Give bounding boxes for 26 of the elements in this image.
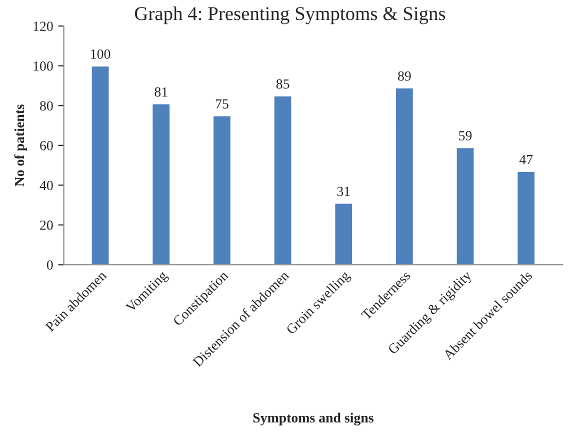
y-tick-label: 80 <box>40 101 53 111</box>
bar <box>516 170 536 265</box>
bar <box>151 102 171 265</box>
bar <box>272 94 293 265</box>
y-axis-title: No of patients <box>14 104 27 186</box>
data-label: 85 <box>276 79 290 89</box>
y-tick-label: 100 <box>34 61 53 71</box>
chart-title: Graph 4: Presenting Symptoms & Signs <box>134 6 446 24</box>
y-tick-label: 40 <box>40 180 53 190</box>
data-label: 89 <box>398 71 411 81</box>
bar <box>212 114 232 265</box>
y-tick-label: 20 <box>40 220 53 230</box>
y-tick-label: 120 <box>34 22 53 31</box>
data-label: 31 <box>337 186 350 196</box>
bar <box>334 202 354 265</box>
data-label: 47 <box>519 154 533 164</box>
bar <box>90 65 110 265</box>
bar <box>394 87 414 265</box>
data-label: 75 <box>216 99 228 109</box>
y-tick-label: 0 <box>46 260 53 270</box>
data-label: 59 <box>459 131 472 140</box>
bar <box>455 146 476 265</box>
data-label: 81 <box>154 87 168 97</box>
y-tick-label: 60 <box>40 140 53 150</box>
data-label: 100 <box>91 49 110 59</box>
x-axis-title: Symptoms and signs <box>253 412 374 426</box>
